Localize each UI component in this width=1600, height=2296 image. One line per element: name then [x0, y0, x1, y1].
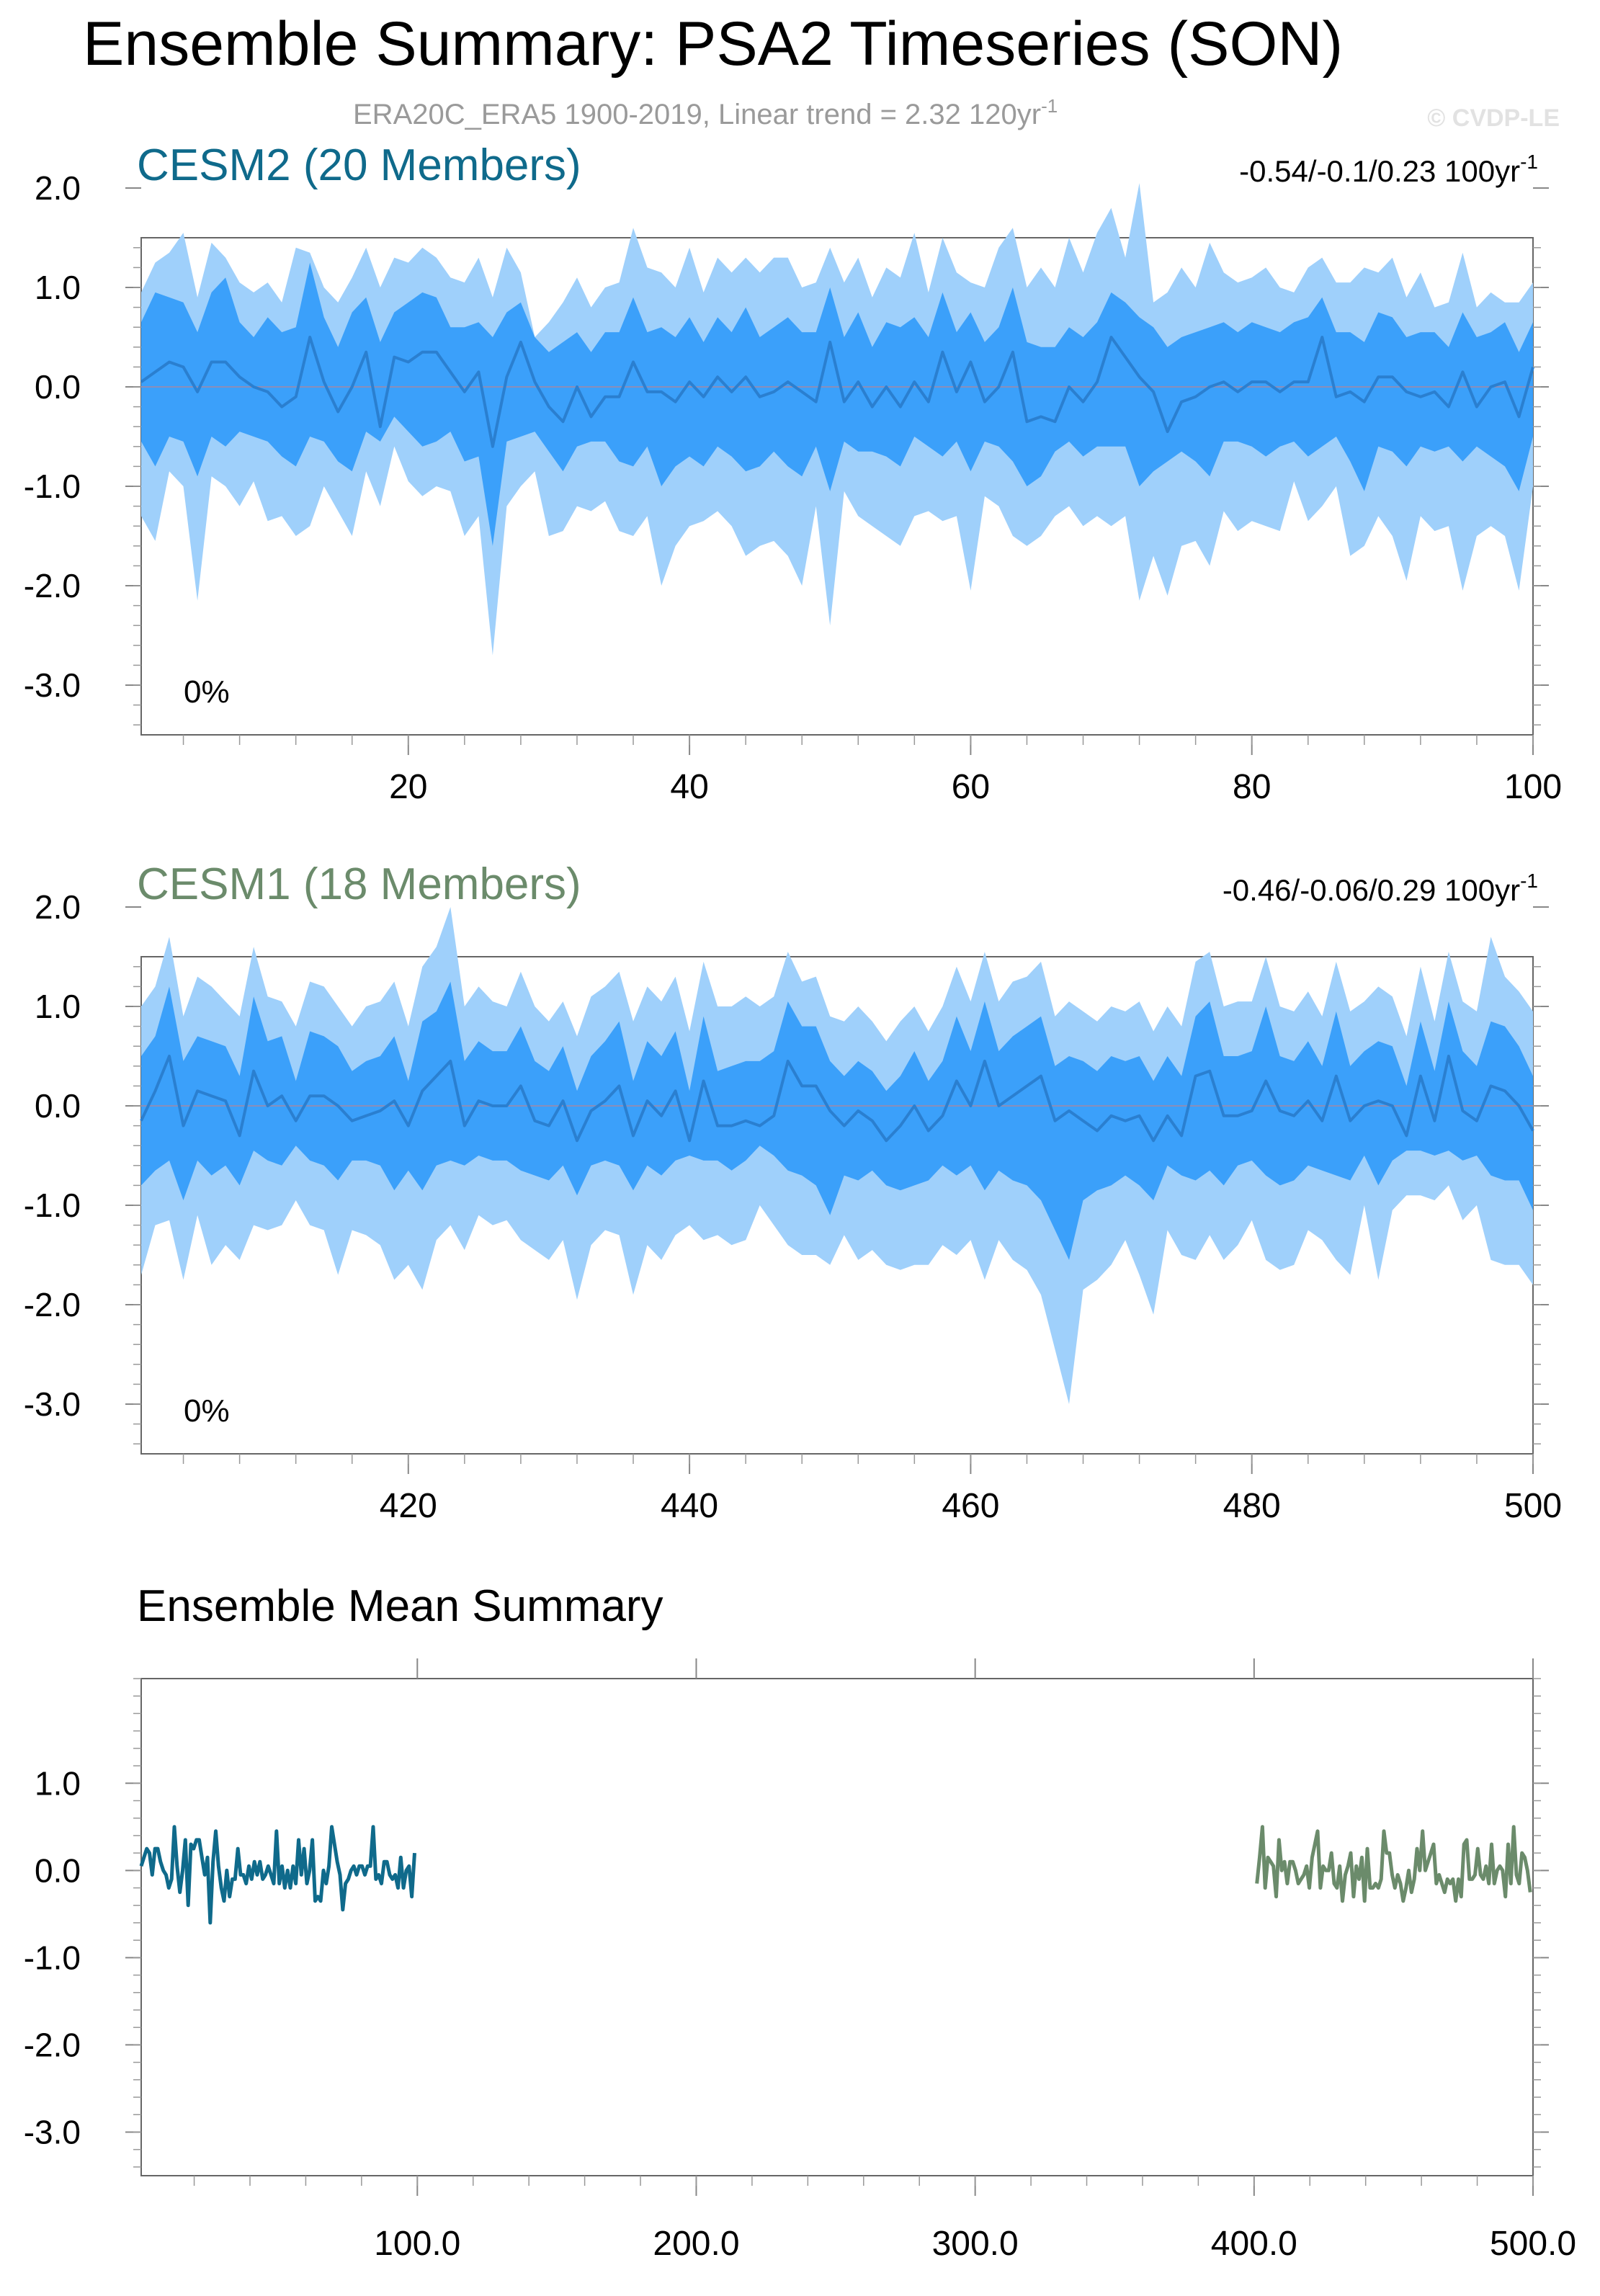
cesm1-ytick-label: -2.0: [24, 1286, 81, 1323]
cesm2-xtick-label: 60: [952, 768, 990, 806]
cesm2-panel: CESM2 (20 Members) -0.54/-0.1/0.23 100yr…: [24, 140, 1562, 806]
cvdp-credit: © CVDP-LE: [1427, 104, 1560, 132]
cesm1-spread-bands: [141, 907, 1533, 1404]
cesm2-10-90-band: [141, 262, 1533, 546]
cesm2-xtick-label: 20: [389, 768, 427, 806]
cesm1-xtick-label: 440: [661, 1487, 718, 1525]
cesm2-mean-series: [139, 1825, 416, 1925]
cesm2-axes: 2.0 1.0 0.0 -1.0 -2.0 -3.0 20 40 60 80 100: [24, 169, 1562, 806]
cesm1-ytick-label: 1.0: [35, 988, 81, 1025]
cesm2-ytick-label: 0.0: [35, 368, 81, 406]
cesm1-ytick-label: -3.0: [24, 1385, 81, 1423]
cesm2-xtick-label: 40: [670, 768, 708, 806]
ensemble-mean-xtick-label: 400.0: [1211, 2225, 1297, 2263]
cesm2-xtick-label: 80: [1233, 768, 1271, 806]
cesm2-trend-stats: -0.54/-0.1/0.23 100yr-1: [1239, 151, 1538, 188]
cesm1-ensemble-mean-line: [140, 1055, 1534, 1143]
cesm2-panel-title: CESM2 (20 Members): [137, 140, 581, 190]
cesm1-10-90-band: [141, 981, 1533, 1260]
cesm1-xtick-label: 460: [942, 1487, 999, 1525]
cesm2-ytick-label: -3.0: [24, 666, 81, 704]
ensemble-mean-plot-frame: [140, 1678, 1534, 2176]
cesm2-mean-line: [140, 336, 1534, 448]
ensemble-mean-ytick-label: -1.0: [24, 1939, 81, 1976]
ensemble-mean-ytick-label: 0.0: [35, 1851, 81, 1889]
cesm2-ytick-label: 2.0: [35, 169, 81, 207]
ensemble-mean-ytick-label: 1.0: [35, 1764, 81, 1802]
cesm1-xtick-label: 480: [1223, 1487, 1281, 1525]
ensemble-mean-ytick-label: -2.0: [24, 2026, 81, 2063]
figure-title: Ensemble Summary: PSA2 Timeseries (SON): [83, 9, 1343, 79]
ensemble-mean-lines: [139, 1825, 1532, 1925]
cesm1-trend-stats: -0.46/-0.06/0.29 100yr-1: [1223, 870, 1538, 907]
cesm2-inset-label: 0%: [184, 674, 230, 710]
cesm1-mean-line: [140, 1055, 1534, 1143]
cesm1-panel-title: CESM1 (18 Members): [137, 859, 581, 909]
cesm1-xtick-label: 420: [380, 1487, 437, 1525]
cesm2-ytick-label: 1.0: [35, 269, 81, 306]
ensemble-mean-xtick-label: 300.0: [932, 2225, 1019, 2263]
cesm1-xtick-label: 500: [1504, 1487, 1562, 1525]
ensemble-mean-xtick-label: 500.0: [1490, 2225, 1576, 2263]
cesm1-panel: CESM1 (18 Members) -0.46/-0.06/0.29 100y…: [24, 859, 1562, 1525]
ensemble-mean-panel: Ensemble Mean Summary 1.0 0.0 -1.0 -2.0 -3.0…: [24, 1581, 1576, 2263]
cesm1-ytick-label: -1.0: [24, 1187, 81, 1224]
cesm1-axes: 2.0 1.0 0.0 -1.0 -2.0 -3.0 420 440 460 480 500: [24, 888, 1562, 1525]
figure-subtitle: ERA20C_ERA5 1900-2019, Linear trend = 2.…: [353, 95, 1058, 130]
cesm2-ensemble-mean-line: [140, 336, 1534, 448]
cesm2-spread-bands: [141, 183, 1533, 656]
cesm1-ytick-label: 2.0: [35, 888, 81, 926]
ensemble-mean-axes: 1.0 0.0 -1.0 -2.0 -3.0 100.0 200.0 300.0 400.0 50…: [24, 1658, 1576, 2263]
ensemble-mean-xtick-label: 100.0: [374, 2225, 460, 2263]
cesm2-ytick-label: -2.0: [24, 567, 81, 604]
cesm1-inset-label: 0%: [184, 1393, 230, 1429]
cesm1-mean-series: [1255, 1825, 1532, 1903]
cesm2-ytick-label: -1.0: [24, 468, 81, 505]
cesm2-xtick-label: 100: [1504, 768, 1562, 806]
cesm1-ytick-label: 0.0: [35, 1087, 81, 1125]
ensemble-mean-ytick-label: -3.0: [24, 2113, 81, 2150]
ensemble-mean-panel-title: Ensemble Mean Summary: [137, 1581, 663, 1631]
ensemble-mean-xtick-label: 200.0: [653, 2225, 739, 2263]
